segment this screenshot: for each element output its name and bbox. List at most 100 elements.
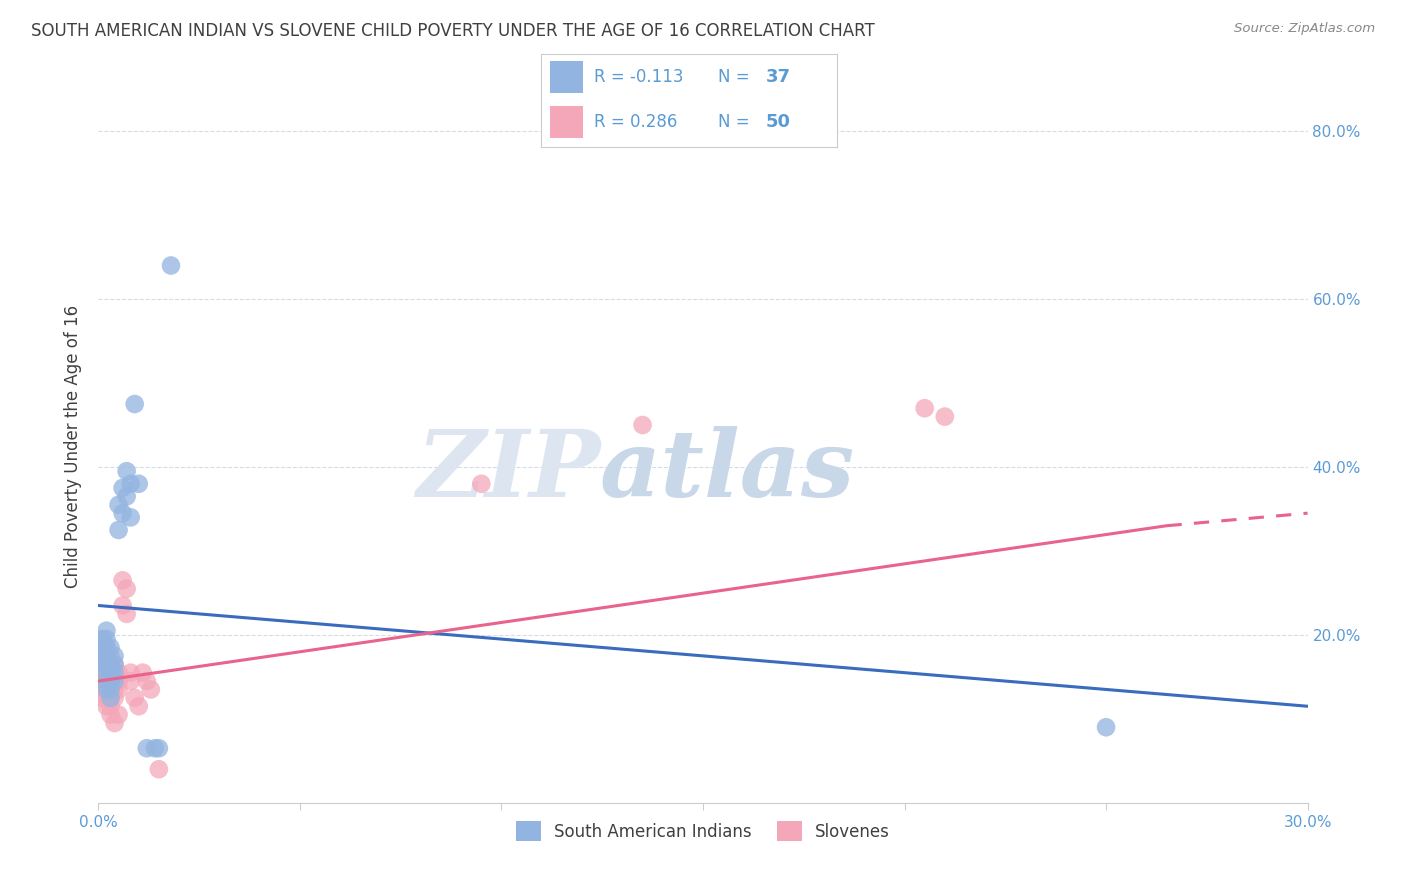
Point bbox=[124, 690, 146, 705]
Point bbox=[115, 607, 138, 621]
Point bbox=[107, 682, 129, 697]
Text: ZIP: ZIP bbox=[416, 426, 600, 516]
Text: N =: N = bbox=[718, 113, 749, 131]
Point bbox=[91, 648, 114, 663]
Text: Source: ZipAtlas.com: Source: ZipAtlas.com bbox=[1234, 22, 1375, 36]
Point bbox=[631, 417, 654, 432]
Point bbox=[115, 489, 138, 503]
Point bbox=[91, 657, 114, 672]
FancyBboxPatch shape bbox=[550, 61, 582, 93]
Point bbox=[107, 523, 129, 537]
Point bbox=[103, 682, 125, 697]
Text: 37: 37 bbox=[766, 68, 790, 86]
Point bbox=[91, 632, 114, 646]
Point bbox=[91, 665, 114, 680]
Point bbox=[96, 674, 118, 689]
Point bbox=[128, 476, 150, 491]
Legend: South American Indians, Slovenes: South American Indians, Slovenes bbox=[509, 814, 897, 848]
Point bbox=[103, 665, 125, 680]
Point bbox=[103, 690, 125, 705]
Text: R = 0.286: R = 0.286 bbox=[595, 113, 678, 131]
Y-axis label: Child Poverty Under the Age of 16: Child Poverty Under the Age of 16 bbox=[65, 304, 83, 588]
Point bbox=[115, 464, 138, 478]
Point bbox=[100, 657, 122, 672]
Point bbox=[96, 648, 118, 663]
Point bbox=[91, 674, 114, 689]
Point bbox=[100, 674, 122, 689]
Point bbox=[103, 674, 125, 689]
Point bbox=[100, 682, 122, 697]
Point bbox=[148, 741, 170, 756]
Point bbox=[96, 657, 118, 672]
Point bbox=[914, 401, 936, 416]
Point bbox=[132, 665, 155, 680]
Point bbox=[100, 690, 122, 705]
Point bbox=[96, 624, 118, 638]
Point bbox=[91, 640, 114, 655]
Point bbox=[100, 674, 122, 689]
Point bbox=[120, 476, 142, 491]
Point bbox=[91, 632, 114, 646]
Point bbox=[120, 510, 142, 524]
Point bbox=[91, 640, 114, 655]
Point bbox=[103, 716, 125, 731]
Point bbox=[96, 657, 118, 672]
Point bbox=[111, 481, 134, 495]
Point bbox=[100, 665, 122, 680]
Point bbox=[103, 665, 125, 680]
Point bbox=[100, 699, 122, 714]
Point bbox=[128, 699, 150, 714]
Point bbox=[96, 632, 118, 646]
Point bbox=[135, 741, 157, 756]
Point bbox=[91, 690, 114, 705]
Point bbox=[103, 674, 125, 689]
Point bbox=[91, 648, 114, 663]
Point bbox=[100, 648, 122, 663]
Point bbox=[96, 665, 118, 680]
Point bbox=[96, 682, 118, 697]
Text: 50: 50 bbox=[766, 113, 790, 131]
Point bbox=[1095, 720, 1118, 734]
Point bbox=[111, 574, 134, 588]
Point bbox=[934, 409, 956, 424]
Point bbox=[120, 674, 142, 689]
Point bbox=[91, 657, 114, 672]
Point bbox=[100, 665, 122, 680]
Point bbox=[100, 640, 122, 655]
Text: atlas: atlas bbox=[600, 426, 855, 516]
Point bbox=[96, 665, 118, 680]
Point bbox=[96, 648, 118, 663]
Point bbox=[91, 682, 114, 697]
Text: SOUTH AMERICAN INDIAN VS SLOVENE CHILD POVERTY UNDER THE AGE OF 16 CORRELATION C: SOUTH AMERICAN INDIAN VS SLOVENE CHILD P… bbox=[31, 22, 875, 40]
Point bbox=[103, 648, 125, 663]
Point bbox=[96, 674, 118, 689]
Text: R = -0.113: R = -0.113 bbox=[595, 68, 683, 86]
Point bbox=[115, 582, 138, 596]
Point bbox=[160, 259, 183, 273]
Point bbox=[100, 682, 122, 697]
Point bbox=[103, 657, 125, 672]
Point bbox=[100, 690, 122, 705]
Point bbox=[107, 674, 129, 689]
Point bbox=[107, 707, 129, 722]
Point bbox=[135, 674, 157, 689]
Point bbox=[96, 699, 118, 714]
Point bbox=[103, 657, 125, 672]
Point bbox=[107, 665, 129, 680]
Point bbox=[124, 397, 146, 411]
Point bbox=[139, 682, 162, 697]
Point bbox=[96, 682, 118, 697]
Point bbox=[111, 599, 134, 613]
Point bbox=[100, 657, 122, 672]
Point bbox=[107, 498, 129, 512]
Point bbox=[100, 707, 122, 722]
Point bbox=[120, 665, 142, 680]
Point bbox=[470, 476, 492, 491]
Point bbox=[96, 640, 118, 655]
FancyBboxPatch shape bbox=[550, 106, 582, 138]
Point bbox=[143, 741, 166, 756]
Point bbox=[96, 690, 118, 705]
Point bbox=[111, 506, 134, 520]
Point bbox=[148, 762, 170, 776]
Point bbox=[96, 640, 118, 655]
